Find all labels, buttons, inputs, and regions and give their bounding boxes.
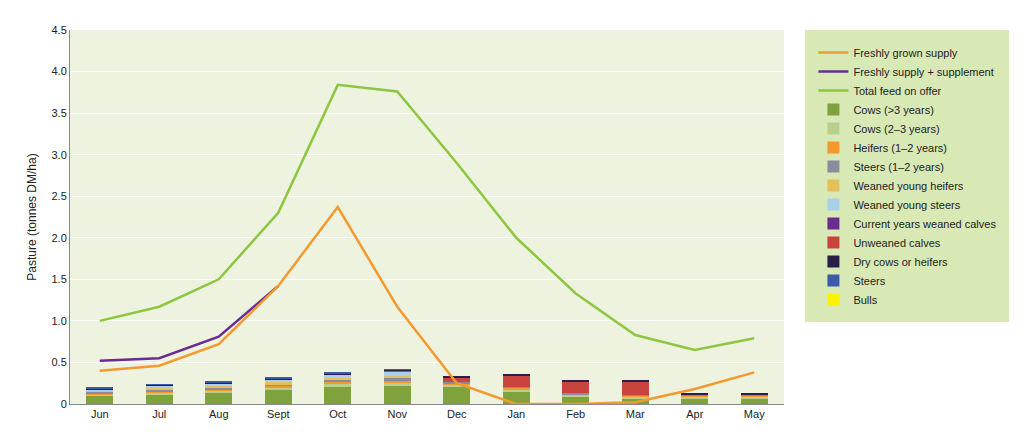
svg-text:1.5: 1.5: [52, 273, 67, 285]
svg-text:Heifers (1–2 years): Heifers (1–2 years): [853, 142, 947, 154]
svg-text:Pasture (tonnes DM/ha): Pasture (tonnes DM/ha): [25, 153, 39, 280]
svg-text:Jan: Jan: [507, 408, 525, 420]
svg-text:Dry cows or heifers: Dry cows or heifers: [853, 256, 948, 268]
svg-text:Aug: Aug: [209, 408, 229, 420]
svg-text:Steers: Steers: [853, 275, 885, 287]
svg-text:Jun: Jun: [91, 408, 109, 420]
svg-text:Feb: Feb: [566, 408, 585, 420]
svg-text:Sept: Sept: [267, 408, 290, 420]
svg-text:Total feed on offer: Total feed on offer: [853, 85, 941, 97]
svg-text:Steers (1–2 years): Steers (1–2 years): [853, 161, 943, 173]
svg-text:2.0: 2.0: [52, 232, 67, 244]
svg-text:Nov: Nov: [387, 408, 407, 420]
svg-text:Mar: Mar: [626, 408, 645, 420]
svg-text:Bulls: Bulls: [853, 294, 877, 306]
svg-text:May: May: [744, 408, 765, 420]
svg-text:3.5: 3.5: [52, 107, 67, 119]
svg-text:0.5: 0.5: [52, 356, 67, 368]
svg-text:Dec: Dec: [447, 408, 467, 420]
svg-text:Jul: Jul: [152, 408, 166, 420]
svg-text:2.5: 2.5: [52, 190, 67, 202]
svg-text:Unweaned calves: Unweaned calves: [853, 237, 940, 249]
svg-text:Weaned young heifers: Weaned young heifers: [853, 180, 963, 192]
svg-text:Freshly supply + supplement: Freshly supply + supplement: [853, 66, 993, 78]
svg-text:Cows (>3 years): Cows (>3 years): [853, 104, 933, 116]
svg-text:Oct: Oct: [329, 408, 346, 420]
svg-text:4.5: 4.5: [52, 24, 67, 36]
svg-text:Weaned young steers: Weaned young steers: [853, 199, 960, 211]
svg-text:0: 0: [61, 398, 67, 410]
svg-text:Current years weaned calves: Current years weaned calves: [853, 218, 996, 230]
svg-text:1.0: 1.0: [52, 315, 67, 327]
svg-text:Cows (2–3 years): Cows (2–3 years): [853, 123, 939, 135]
svg-text:Apr: Apr: [686, 408, 703, 420]
svg-text:Freshly grown supply: Freshly grown supply: [853, 47, 957, 59]
svg-text:3.0: 3.0: [52, 149, 67, 161]
svg-text:4.0: 4.0: [52, 65, 67, 77]
